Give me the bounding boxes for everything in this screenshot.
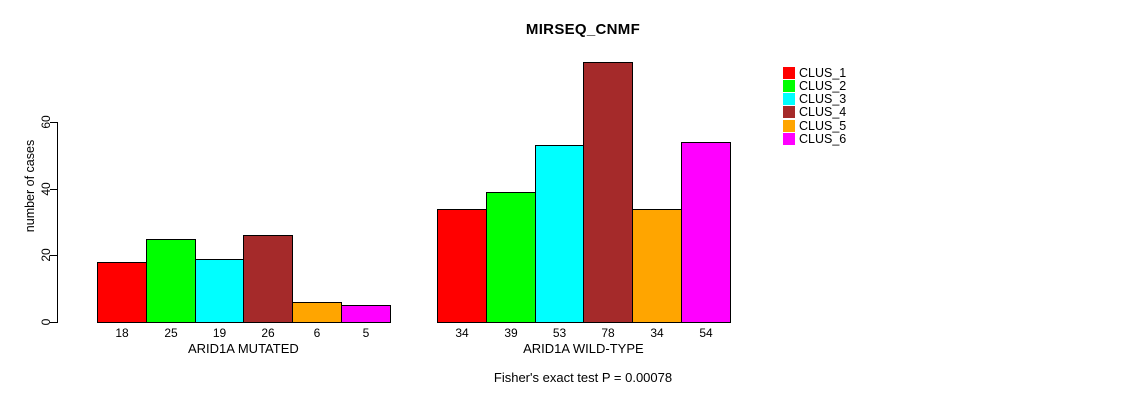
bar-value-label: 25 (164, 326, 178, 340)
bar-arid1a-wild-type-clus-3 (535, 145, 584, 323)
legend-swatch-clus-4 (783, 106, 795, 118)
y-tick (50, 189, 57, 190)
y-axis-title-text: number of cases (23, 139, 37, 233)
legend-label-clus-3: CLUS_3 (799, 92, 847, 106)
bar-arid1a-mutated-clus-5 (292, 302, 342, 323)
bar-arid1a-wild-type-clus-6 (681, 142, 731, 323)
legend-swatch-clus-5 (783, 120, 795, 132)
y-tick-label-text: 0 (39, 318, 53, 326)
legend-swatch-clus-1 (783, 67, 795, 79)
group-label-arid1a-wild-type: ARID1A WILD-TYPE (523, 341, 644, 356)
bar-value-label: 6 (313, 326, 321, 340)
legend-label-clus-4: CLUS_4 (799, 105, 847, 119)
legend-label-clus-1: CLUS_1 (799, 66, 847, 80)
legend-label-clus-6: CLUS_6 (799, 132, 847, 146)
y-tick-label-text: 20 (39, 248, 53, 262)
legend-label-clus-5: CLUS_5 (799, 119, 847, 133)
bar-arid1a-wild-type-clus-5 (632, 209, 682, 323)
bar-value-label: 34 (455, 326, 469, 340)
y-tick-label-text: 60 (39, 115, 53, 129)
legend-swatch-clus-2 (783, 80, 795, 92)
y-tick (50, 322, 57, 323)
bar-arid1a-mutated-clus-6 (341, 305, 391, 323)
bar-value-label: 54 (699, 326, 713, 340)
y-tick (50, 255, 57, 256)
fisher-test-annotation: Fisher's exact test P = 0.00078 (493, 370, 673, 385)
bar-arid1a-mutated-clus-4 (243, 235, 293, 323)
legend-swatch-clus-6 (783, 133, 795, 145)
bar-value-label: 53 (552, 326, 567, 340)
bar-arid1a-wild-type-clus-4 (583, 62, 633, 323)
bar-value-label: 78 (601, 326, 615, 340)
y-axis-line (57, 122, 58, 323)
y-tick (50, 122, 57, 123)
bar-value-label: 18 (115, 326, 129, 340)
legend-label-clus-2: CLUS_2 (799, 79, 847, 93)
bar-value-label: 34 (650, 326, 664, 340)
bar-arid1a-wild-type-clus-1 (437, 209, 487, 323)
bar-value-label: 39 (504, 326, 518, 340)
bar-value-label: 5 (362, 326, 370, 340)
legend-swatch-clus-3 (783, 93, 795, 105)
bar-arid1a-wild-type-clus-2 (486, 192, 536, 323)
bar-arid1a-mutated-clus-2 (146, 239, 196, 323)
bar-arid1a-mutated-clus-1 (97, 262, 147, 323)
bar-value-label: 19 (212, 326, 227, 340)
y-tick-label-text: 40 (39, 182, 53, 196)
group-label-arid1a-mutated: ARID1A MUTATED (188, 341, 299, 356)
chart-title: MIRSEQ_CNMF (525, 21, 641, 38)
bar-value-label: 26 (261, 326, 275, 340)
bar-arid1a-mutated-clus-3 (195, 259, 244, 323)
